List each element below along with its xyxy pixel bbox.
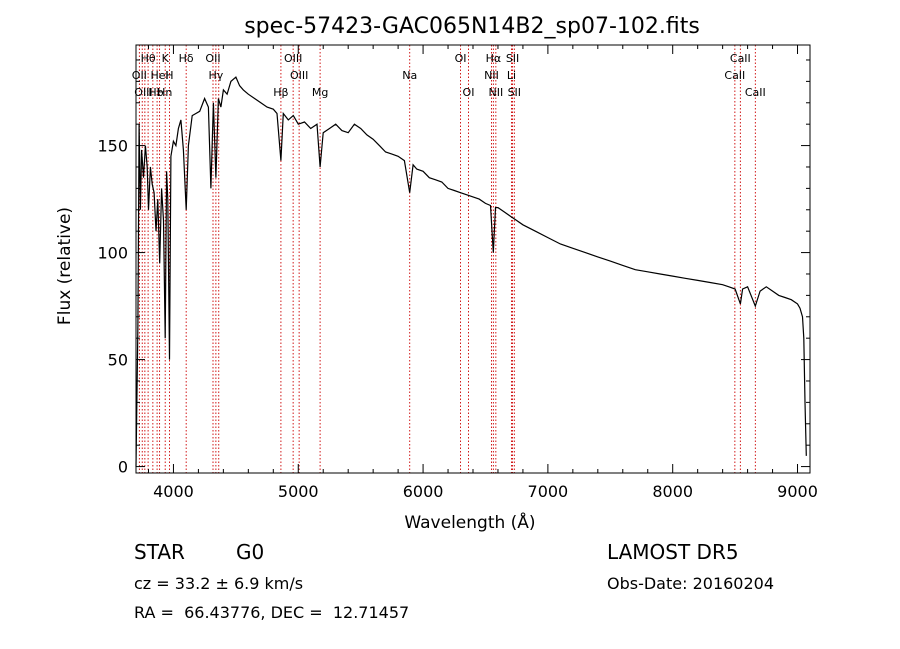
axis-ticks: 4000 5000 6000 7000 8000 9000 0 50 100 150 (97, 45, 818, 501)
emission-line-label: OI (463, 86, 475, 99)
plot-frame (135, 44, 811, 474)
x-tick-label: 8000 (652, 482, 693, 501)
x-axis-label: Wavelength (Å) (404, 511, 535, 533)
emission-line-label: NII (488, 86, 503, 99)
emission-line-label: Hn (157, 86, 172, 99)
emission-line-label: OIII (134, 86, 152, 99)
emission-line-label: K (162, 52, 170, 65)
emission-line-label: Li (507, 69, 516, 82)
emission-line-label: Mg (312, 86, 328, 99)
x-tick-label: 9000 (777, 482, 818, 501)
x-tick-label: 5000 (278, 482, 319, 501)
emission-line-label: Hα (486, 52, 502, 65)
emission-line-label: CaII (730, 52, 751, 65)
emission-line-label: OI (455, 52, 467, 65)
emission-line-label: HeI (150, 69, 168, 82)
x-tick-label: 4000 (153, 482, 194, 501)
emission-line-label: Hθ (141, 52, 156, 65)
y-axis-label: Flux (relative) (55, 207, 75, 325)
spectral-subclass: G0 (236, 540, 265, 564)
emission-line-label: SII (508, 86, 521, 99)
x-tick-label: 7000 (528, 482, 569, 501)
y-tick-label: 100 (97, 244, 128, 263)
x-tick-label: 6000 (403, 482, 444, 501)
emission-line-markers (138, 45, 756, 473)
coordinates-info: RA = 66.43776, DEC = 12.71457 (134, 603, 410, 622)
chart-title: spec-57423-GAC065N14B2_sp07-102.fits (244, 14, 700, 39)
emission-line-label: OIII (290, 69, 308, 82)
redshift-info: cz = 33.2 ± 6.9 km/s (134, 574, 304, 593)
emission-line-label: NII (484, 69, 499, 82)
emission-line-label: OII (205, 52, 220, 65)
emission-line-label: SII (506, 52, 519, 65)
survey-name: LAMOST DR5 (607, 540, 739, 564)
emission-line-label: H (165, 69, 173, 82)
emission-line-label: CaII (724, 69, 745, 82)
observation-date: Obs-Date: 20160204 (607, 574, 775, 593)
emission-line-label: OII (132, 69, 147, 82)
emission-line-label: CaII (745, 86, 766, 99)
emission-line-label: Na (402, 69, 417, 82)
y-tick-label: 50 (108, 351, 128, 370)
spectrum-line (135, 76, 807, 467)
y-tick-label: 150 (97, 137, 128, 156)
emission-line-label: Hβ (273, 86, 288, 99)
axes (135, 44, 811, 474)
emission-line-label: OIII (284, 52, 302, 65)
emission-line-label: Hb (148, 86, 163, 99)
object-type: STAR (134, 540, 185, 564)
emission-line-label: Hγ (208, 69, 223, 82)
y-tick-label: 0 (118, 458, 128, 477)
emission-line-label: Hδ (179, 52, 194, 65)
